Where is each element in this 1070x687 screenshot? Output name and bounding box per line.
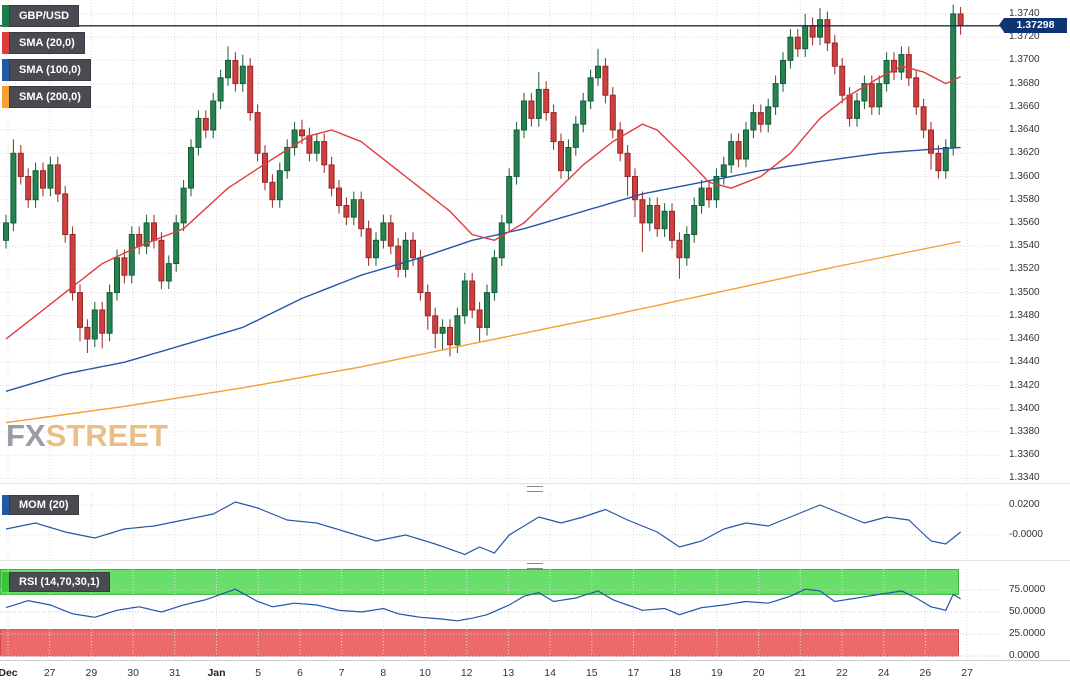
price-tick-label: 1.3440 [1009, 356, 1040, 368]
x-tick-label: 31 [168, 667, 181, 679]
resize-grip-icon[interactable] [527, 563, 543, 569]
price-tick-label: 1.3600 [1009, 170, 1040, 182]
price-plot[interactable] [0, 0, 1005, 483]
x-tick-label: 22 [836, 667, 848, 679]
price-tick-label: 1.3540 [1009, 240, 1040, 252]
x-tick-label: 8 [380, 667, 387, 679]
x-tick-label: 10 [419, 667, 431, 679]
momentum-indicator-label[interactable]: MOM (20) [2, 495, 79, 515]
rsi-color-key-icon [2, 572, 9, 592]
x-tick-label: 15 [585, 667, 598, 679]
price-tick-label: 1.3560 [1009, 216, 1040, 228]
rsi-line [5, 588, 961, 622]
momentum-pane[interactable]: 0.0200 -0.0000 MOM (20) [0, 492, 1070, 560]
x-tick-label: 20 [752, 667, 765, 679]
price-tick-label: 1.3500 [1009, 286, 1040, 298]
price-tick-label: 1.3700 [1009, 54, 1040, 66]
x-tick-label: 21 [794, 667, 807, 679]
price-tick-label: 1.3640 [1009, 124, 1040, 135]
mom-label: MOM (20) [9, 495, 79, 515]
rsi-indicator-label[interactable]: RSI (14,70,30,1) [2, 572, 110, 592]
price-pane[interactable]: 1.3740 1.3720 1.3700 1.3680 1.3660 1.3640 1.36… [0, 0, 1070, 483]
pane-splitter-2[interactable] [0, 560, 1070, 569]
x-tick-label: 27 [43, 667, 56, 679]
sma200-color-key-icon [2, 86, 9, 108]
mom-tick-label: -0.0000 [1009, 529, 1043, 540]
mom-color-key-icon [2, 495, 9, 515]
x-tick-label: Jan [207, 667, 226, 679]
x-tick-label: 27 [961, 667, 973, 679]
sma-line [5, 65, 961, 340]
price-tick-label: 1.3740 [1009, 7, 1040, 19]
x-tick-label: 19 [711, 667, 723, 679]
rsi-axis[interactable]: 75.0000 50.0000 25.0000 0.0000 [1005, 569, 1070, 661]
x-tick-label: 6 [296, 667, 303, 679]
sma100-label: SMA (100,0) [9, 59, 91, 81]
x-tick-label: 24 [877, 667, 890, 679]
price-tick-label: 1.3660 [1009, 100, 1040, 112]
momentum-line [5, 501, 961, 556]
sma-line [5, 240, 961, 424]
sma200-label: SMA (200,0) [9, 86, 91, 108]
resize-grip-icon[interactable] [527, 486, 543, 492]
price-tick-label: 1.3460 [1009, 333, 1040, 344]
momentum-axis[interactable]: 0.0200 -0.0000 [1005, 492, 1070, 560]
price-tick-label: 1.3680 [1009, 77, 1040, 89]
price-tick-label: 1.3380 [1009, 425, 1040, 437]
price-tick-label: 1.3360 [1009, 449, 1040, 461]
price-tick-label: 1.3580 [1009, 193, 1040, 205]
price-tick-label: 1.3420 [1009, 379, 1040, 391]
legend-sma200[interactable]: SMA (200,0) [2, 86, 91, 108]
x-tick-label: 12 [460, 667, 473, 679]
rsi-label: RSI (14,70,30,1) [9, 572, 110, 592]
momentum-plot[interactable] [0, 492, 1005, 560]
last-price-badge: 1.37298 [999, 18, 1067, 34]
rsi-plot[interactable] [0, 569, 1005, 660]
rsi-tick-label: 0.0000 [1009, 650, 1040, 661]
x-tick-label: 26 [919, 667, 932, 679]
x-tick-label: 7 [338, 667, 345, 679]
sma20-color-key-icon [2, 32, 9, 54]
chart-legend: GBP/USD SMA (20,0) SMA (100,0) SMA (200,… [2, 5, 91, 108]
symbol-color-key-icon [2, 5, 9, 27]
watermark-fx-text: FX [6, 418, 46, 453]
mom-tick-label: 0.0200 [1009, 499, 1040, 510]
x-tick-label: 30 [127, 667, 139, 679]
x-tick-label: Dec [0, 667, 18, 679]
rsi-tick-label: 25.0000 [1009, 628, 1046, 639]
price-tick-label: 1.3480 [1009, 309, 1040, 321]
pane-splitter-1[interactable] [0, 483, 1070, 492]
rsi-tick-label: 75.0000 [1009, 584, 1046, 595]
legend-sma20[interactable]: SMA (20,0) [2, 32, 91, 54]
legend-sma100[interactable]: SMA (100,0) [2, 59, 91, 81]
price-tick-label: 1.3340 [1009, 472, 1040, 484]
price-tick-label: 1.3720 [1009, 31, 1040, 43]
x-tick-label: 5 [255, 667, 262, 679]
price-tick-label: 1.3620 [1009, 147, 1040, 159]
fxstreet-watermark: FXSTREET [6, 420, 168, 451]
x-tick-label: 13 [502, 667, 515, 679]
legend-symbol[interactable]: GBP/USD [2, 5, 91, 27]
x-tick-label: 29 [85, 667, 98, 679]
x-tick-label: 18 [669, 667, 682, 679]
watermark-street-text: STREET [45, 418, 168, 453]
candles-layer [3, 4, 964, 357]
sma20-label: SMA (20,0) [9, 32, 85, 54]
x-tick-label: 17 [627, 667, 640, 679]
price-tick-label: 1.3520 [1009, 263, 1040, 275]
time-axis[interactable]: Dec 27 29 30 31 Jan 5 6 7 8 10 12 13 14 15 17 18 19 20 21 22… [0, 660, 1070, 687]
rsi-pane[interactable]: 75.0000 50.0000 25.0000 0.0000 RSI (14,70,3… [0, 569, 1070, 661]
x-tick-label: 14 [544, 667, 556, 679]
rsi-tick-label: 50.0000 [1009, 606, 1046, 617]
symbol-label: GBP/USD [9, 5, 80, 27]
price-tick-label: 1.3400 [1009, 402, 1040, 414]
price-axis[interactable]: 1.3740 1.3720 1.3700 1.3680 1.3660 1.3640 1.36… [1005, 0, 1070, 484]
sma100-color-key-icon [2, 59, 9, 81]
